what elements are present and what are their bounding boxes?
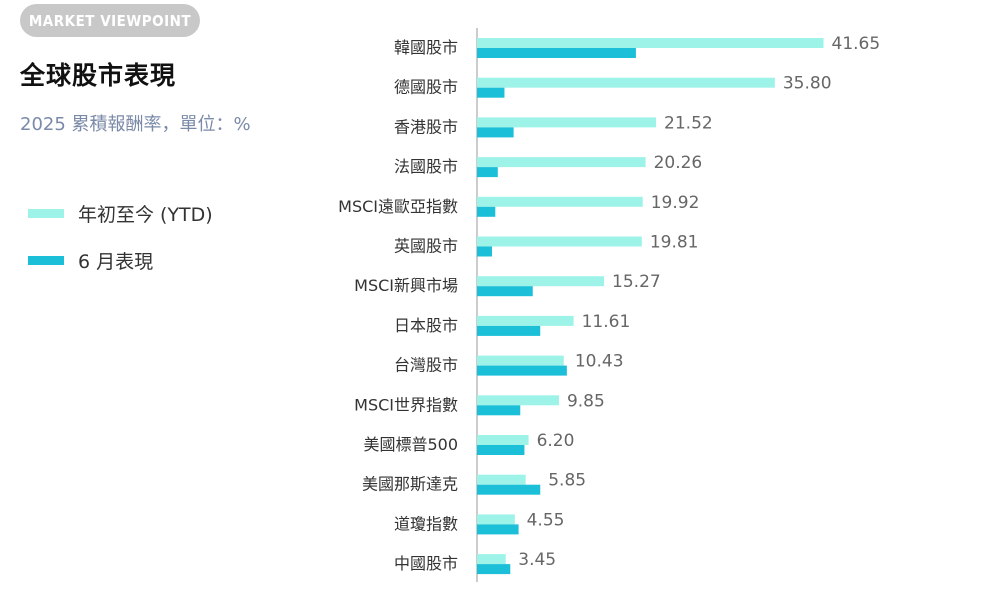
bar-june: [477, 405, 521, 416]
bar-june: [477, 246, 492, 257]
value-label: 20.26: [654, 153, 703, 173]
bar-ytd: [477, 514, 515, 525]
page-title: 全球股市表現: [20, 61, 177, 90]
value-label: 19.92: [651, 193, 700, 213]
bar-ytd: [477, 554, 506, 565]
bar-ytd: [477, 276, 605, 287]
bar-ytd: [477, 38, 824, 48]
category-label: 英國股市: [394, 237, 458, 256]
bar-june: [477, 286, 533, 297]
market-viewpoint-badge: MARKET VIEWPOINT: [20, 4, 200, 37]
value-label: 5.85: [548, 471, 586, 491]
bar-june: [477, 87, 505, 98]
legend-swatch-ytd: [28, 209, 64, 218]
bar-june: [477, 48, 636, 58]
bar-ytd: [477, 315, 574, 326]
bar-ytd: [477, 435, 529, 445]
bar-june: [477, 484, 541, 495]
legend-label-june: 6 月表現: [78, 251, 154, 273]
value-label: 21.52: [664, 113, 713, 133]
category-label: 中國股市: [394, 554, 458, 573]
category-label: 日本股市: [394, 316, 458, 335]
bar-june: [477, 325, 541, 336]
value-label: 4.55: [527, 510, 565, 530]
category-label: 法國股市: [394, 157, 458, 176]
value-label: 35.80: [783, 74, 832, 94]
value-label: 41.65: [832, 34, 881, 54]
legend-item-ytd: 年初至今 (YTD): [28, 200, 213, 227]
value-label: 3.45: [518, 550, 556, 570]
legend-label-ytd: 年初至今 (YTD): [78, 204, 213, 226]
category-label: 美國標普500: [363, 435, 458, 454]
category-label: MSCI遠歐亞指數: [338, 197, 458, 216]
bar-ytd: [477, 395, 559, 406]
bar-june: [477, 365, 567, 376]
bar-june: [477, 206, 496, 217]
page-subtitle: 2025 累積報酬率，單位：%: [20, 114, 251, 135]
bar-june: [477, 524, 519, 535]
category-label: MSCI新興市場: [354, 276, 458, 295]
category-label: 道瓊指數: [394, 514, 458, 533]
value-label: 9.85: [567, 391, 605, 411]
bar-june: [477, 127, 514, 138]
bar-ytd: [477, 157, 646, 168]
value-label: 15.27: [612, 272, 661, 292]
bar-june: [477, 167, 498, 178]
bar-june: [477, 564, 511, 575]
legend-item-june: 6 月表現: [28, 247, 153, 274]
value-label: 11.61: [582, 312, 631, 332]
bar-ytd: [477, 236, 642, 247]
category-label: MSCI世界指數: [354, 395, 458, 414]
bar-june: [477, 445, 525, 455]
category-label: 台灣股市: [394, 356, 458, 375]
bar-ytd: [477, 196, 643, 207]
category-label: 香港股市: [394, 117, 458, 136]
value-label: 10.43: [575, 352, 624, 372]
legend-swatch-june: [28, 256, 64, 265]
bar-ytd: [477, 355, 564, 366]
bar-ytd: [477, 474, 526, 485]
category-label: 韓國股市: [394, 38, 458, 57]
value-label: 19.81: [650, 233, 699, 253]
bar-ytd: [477, 77, 775, 88]
value-label: 6.20: [537, 431, 575, 451]
category-label: 美國那斯達克: [362, 475, 458, 494]
category-label: 德國股市: [394, 78, 458, 97]
bar-ytd: [477, 117, 657, 128]
